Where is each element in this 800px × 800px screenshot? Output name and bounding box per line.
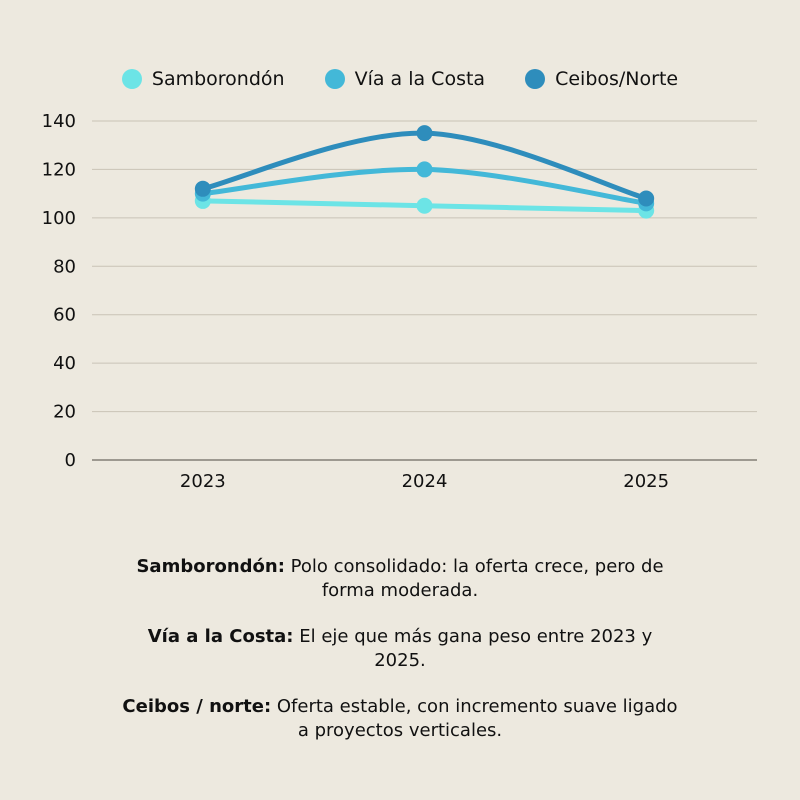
y-tick-label: 120 xyxy=(42,159,76,180)
x-tick-label: 2023 xyxy=(180,471,226,492)
legend-label: Ceibos/Norte xyxy=(555,68,679,90)
y-tick-label: 0 xyxy=(65,450,76,471)
legend-swatch xyxy=(324,69,345,89)
note-ceibos-norte: Ceibos / norte: Oferta estable, con incr… xyxy=(120,695,680,743)
notes: Samborondón: Polo consolidado: la oferta… xyxy=(0,555,800,765)
note-title: Samborondón: xyxy=(136,556,285,577)
data-point xyxy=(416,125,433,142)
x-tick-label: 2024 xyxy=(402,471,448,492)
y-tick-label: 20 xyxy=(53,402,76,423)
legend-item-samborondon: Samborondón xyxy=(121,68,285,90)
data-point xyxy=(416,197,433,214)
note-samborondon: Samborondón: Polo consolidado: la oferta… xyxy=(120,555,680,603)
y-tick-label: 60 xyxy=(53,305,76,326)
legend-swatch xyxy=(525,69,546,89)
x-tick-label: 2025 xyxy=(623,471,669,492)
legend-item-via-a-la-costa: Vía a la Costa xyxy=(324,68,486,90)
line-chart: 0 20 40 60 80 100 120 140 2023 2024 2025 xyxy=(42,111,757,492)
legend: Samborondón Vía a la Costa Ceibos/Norte xyxy=(0,68,800,90)
y-tick-label: 40 xyxy=(53,353,76,374)
note-text: El eje que más gana peso entre 2023 y 20… xyxy=(299,626,653,671)
note-title: Ceibos / norte: xyxy=(122,696,272,717)
y-tick-label: 140 xyxy=(42,111,76,132)
data-point xyxy=(416,161,433,178)
note-text: Oferta estable, con incremento suave lig… xyxy=(276,696,678,741)
data-point xyxy=(194,180,211,197)
legend-swatch xyxy=(121,69,142,89)
legend-item-ceibos-norte: Ceibos/Norte xyxy=(525,68,678,90)
data-point xyxy=(638,190,655,207)
legend-label: Samborondón xyxy=(151,68,285,90)
y-tick-label: 100 xyxy=(42,208,76,229)
y-tick-label: 80 xyxy=(53,256,76,277)
legend-label: Vía a la Costa xyxy=(354,68,486,90)
note-title: Vía a la Costa: xyxy=(147,626,294,647)
note-text: Polo consolidado: la oferta crece, pero … xyxy=(290,556,664,601)
note-via-a-la-costa: Vía a la Costa: El eje que más gana peso… xyxy=(120,625,680,673)
